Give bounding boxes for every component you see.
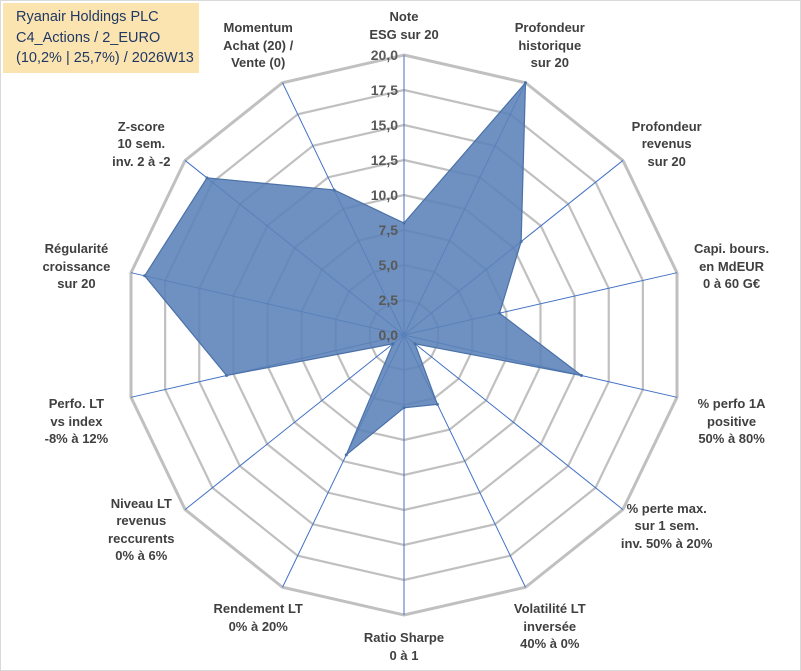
data-point-1	[523, 81, 527, 85]
data-point-11	[143, 274, 147, 278]
axis-label-line: ESG sur 20	[369, 26, 439, 42]
axis-label-line: Profondeur	[514, 20, 585, 36]
axis-label-line: sur 20	[647, 153, 686, 169]
axis-label-line: Momentum	[223, 20, 293, 36]
data-point-5	[413, 342, 417, 346]
axis-label-line: Achat (20) /	[223, 37, 294, 53]
data-point-12	[205, 176, 209, 180]
axis-label-line: % perte max.	[626, 500, 707, 516]
tick-label: 5,0	[379, 257, 399, 273]
spoke-5	[403, 334, 624, 510]
axis-label-line: revenus	[641, 136, 692, 152]
axis-label-line: inversée	[523, 618, 577, 634]
axis-label-line: reccurents	[108, 530, 175, 546]
radial-tick-labels: 0,0 2,5 5,0 7,5 10,0 12,5 15,0 17,5 20,0	[371, 47, 398, 343]
axis-label-8: Rendement LT 0% à 20%	[214, 600, 303, 635]
axis-label-line: Ratio Sharpe	[363, 630, 445, 645]
axis-label-line: Régularité	[44, 241, 109, 257]
axis-label-4: % perfo 1A positive 50% à 80%	[698, 395, 766, 448]
axis-label-1: Profondeur historique sur 20	[515, 19, 585, 72]
axis-label-line: Perfo. LT	[48, 396, 105, 412]
axis-label-line: positive	[707, 413, 757, 429]
tick-label: 10,0	[371, 187, 398, 203]
axis-label-line: Vente (0)	[231, 55, 286, 71]
title-company: Ryanair Holdings PLC	[16, 9, 159, 25]
tick-label: 17,5	[371, 82, 398, 98]
axis-label-line: croissance	[42, 258, 111, 274]
data-point-3	[498, 311, 502, 315]
axis-label-line: inv. 2 à -2	[112, 153, 171, 169]
tick-label: 2,5	[379, 292, 399, 308]
axis-label-line: 0 à 1	[389, 647, 419, 663]
tick-label: 0,0	[379, 327, 399, 343]
data-point-8	[344, 453, 348, 457]
data-point-0	[402, 221, 406, 225]
axis-label-11: Régularité croissance sur 20	[42, 240, 110, 293]
axis-label-line: inv. 50% à 20%	[620, 535, 713, 551]
axis-label-line: historique	[518, 37, 582, 53]
spoke-9	[184, 334, 405, 510]
axis-label-line: 10 sem.	[117, 136, 166, 152]
axis-label-line: -8% à 12%	[44, 431, 109, 447]
data-point-9	[391, 342, 395, 346]
tick-label: 15,0	[371, 117, 398, 133]
tick-label: 7,5	[379, 222, 399, 238]
tick-label: 12,5	[371, 152, 398, 168]
axis-label-line: 50% à 80%	[698, 431, 765, 447]
title-box: Ryanair Holdings PLC C4_Actions / 2_EURO…	[3, 3, 199, 73]
axis-label-line: Z-score	[117, 118, 165, 134]
data-point-13	[332, 188, 336, 192]
axis-label-line: Note	[389, 9, 419, 24]
axis-label-line: 0 à 60 G€	[703, 276, 761, 292]
data-point-2	[519, 240, 523, 244]
axis-label-line: 0% à 6%	[115, 548, 168, 564]
axis-label-line: en MdEUR	[699, 258, 765, 274]
title-stats: (10,2% | 25,7%) / 2026W13	[16, 50, 194, 66]
data-point-6	[435, 402, 439, 406]
axis-label-line: 0% à 20%	[228, 618, 288, 634]
axis-label-line: sur 1 sem.	[634, 518, 699, 534]
axis-label-6: Volatilité LT inversée 40% à 0%	[514, 600, 586, 653]
axis-label-line: revenus	[116, 513, 167, 529]
axis-label-line: vs index	[50, 413, 103, 429]
axis-label-line: Niveau LT	[110, 495, 172, 511]
axis-label-12: Z-score 10 sem. inv. 2 à -2	[112, 118, 170, 171]
data-point-7	[402, 406, 406, 410]
axis-label-2: Profondeur revenus sur 20	[632, 118, 702, 171]
title-category: C4_Actions / 2_EURO	[16, 29, 161, 46]
axis-label-line: 40% à 0%	[520, 636, 580, 652]
axis-label-line: Capi. bours.	[694, 241, 770, 257]
axis-label-0: Note ESG sur 20	[369, 8, 438, 43]
axis-label-7: Ratio Sharpe 0 à 1	[364, 629, 444, 664]
axis-label-line: Profondeur	[631, 118, 702, 134]
data-point-10	[225, 373, 229, 377]
tick-label: 20,0	[371, 47, 398, 63]
axis-label-9: Niveau LT revenus reccurents 0% à 6%	[108, 495, 174, 565]
axis-label-line: % perfo 1A	[697, 396, 766, 412]
data-point-4	[579, 373, 583, 377]
axis-label-line: Rendement LT	[213, 601, 303, 617]
axis-label-line: sur 20	[530, 55, 569, 71]
axis-label-3: Capi. bours. en MdEUR 0 à 60 G€	[694, 240, 769, 293]
axis-label-10: Perfo. LT vs index -8% à 12%	[45, 395, 109, 448]
axis-label-line: sur 20	[57, 276, 96, 292]
radar-series	[143, 81, 583, 457]
axis-label-13: Momentum Achat (20) / Vente (0)	[223, 19, 293, 72]
axis-label-line: Volatilité LT	[513, 601, 586, 617]
axis-label-5: % perte max. sur 1 sem. inv. 50% à 20%	[621, 500, 713, 553]
